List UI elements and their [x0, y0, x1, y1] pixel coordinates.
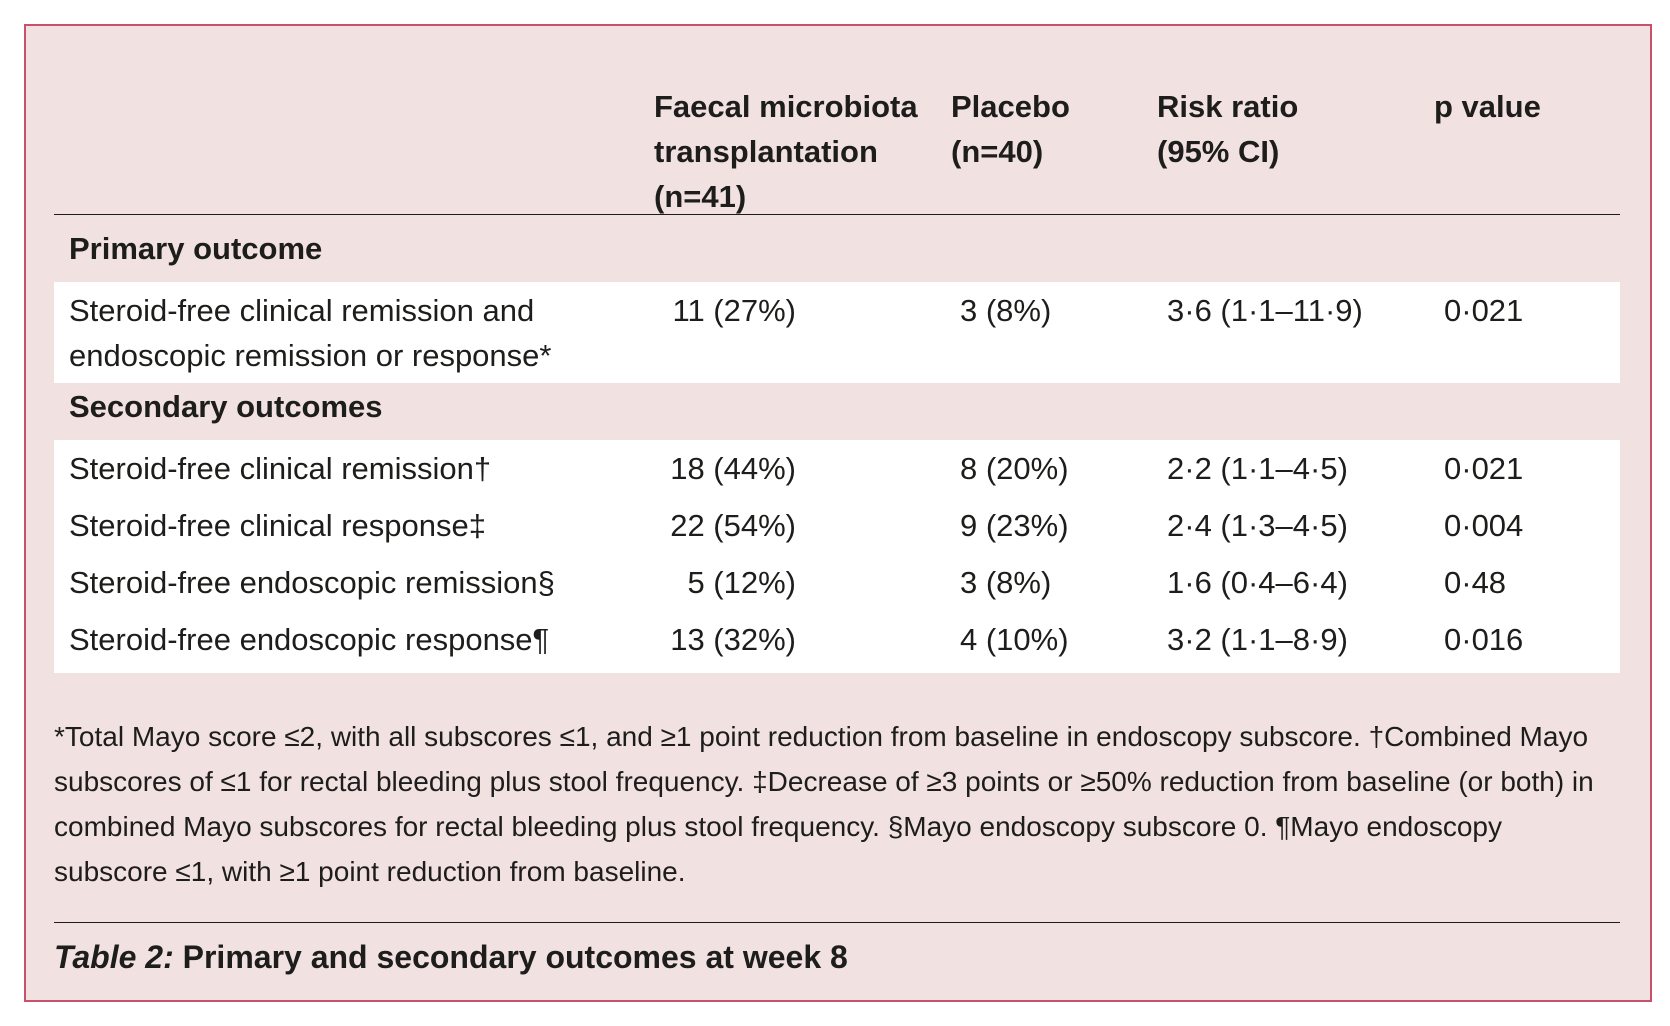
cell-p-value: 0·48 — [1444, 565, 1507, 600]
table-caption: Table 2: Primary and secondary outcomes … — [54, 935, 848, 980]
header-fmt: Faecal microbiota transplantation (n=41) — [654, 89, 918, 214]
cell-p-value: 0·021 — [1444, 451, 1524, 486]
table-caption-area: Table 2: Primary and secondary outcomes … — [54, 922, 1620, 975]
cell-placebo: 3 (8%) — [960, 565, 1052, 600]
cell-fmt: 13 (32%) — [670, 622, 796, 657]
cell-risk-ratio: 3·6 (1·1–11·9) — [1167, 293, 1363, 328]
cell-placebo: 8 (20%) — [960, 451, 1069, 486]
table-header: Faecal microbiota transplantation (n=41)… — [54, 56, 1620, 215]
section-primary: Primary outcome — [69, 231, 323, 266]
cell-risk-ratio: 1·6 (0·4–6·4) — [1167, 565, 1348, 600]
cell-p-value: 0·021 — [1444, 293, 1524, 328]
row-label: Steroid-free clinical response‡ — [69, 508, 486, 543]
table-footnotes: *Total Mayo score ≤2, with all subscores… — [54, 721, 1594, 887]
cell-risk-ratio: 2·4 (1·3–4·5) — [1167, 508, 1348, 543]
cell-fmt: 18 (44%) — [670, 451, 796, 486]
row-label: Steroid-free clinical remission† — [69, 451, 492, 486]
row-label: Steroid-free endoscopic remission§ — [69, 565, 555, 600]
cell-p-value: 0·016 — [1444, 622, 1524, 657]
primary-row-band: Steroid-free clinical remission and endo… — [54, 282, 1620, 383]
caption-text: Primary and secondary outcomes at week 8 — [173, 939, 848, 975]
header-risk-ratio: Risk ratio (95% CI) — [1157, 89, 1299, 169]
row-label: Steroid-free endoscopic response¶ — [69, 622, 550, 657]
caption-label: Table 2: — [54, 939, 174, 975]
table-panel: Faecal microbiota transplantation (n=41)… — [24, 24, 1652, 1002]
secondary-rows-band: Steroid-free clinical remission† 18 (44%… — [54, 440, 1620, 673]
cell-risk-ratio: 3·2 (1·1–8·9) — [1167, 622, 1348, 657]
cell-fmt: 22 (54%) — [670, 508, 796, 543]
cell-p-value: 0·004 — [1444, 508, 1524, 543]
cell-risk-ratio: 2·2 (1·1–4·5) — [1167, 451, 1348, 486]
header-p-value: p value — [1434, 89, 1541, 124]
row-label: Steroid-free clinical remission and endo… — [69, 293, 552, 373]
cell-placebo: 9 (23%) — [960, 508, 1069, 543]
cell-placebo: 4 (10%) — [960, 622, 1069, 657]
cell-fmt: 5 (12%) — [687, 565, 796, 600]
header-placebo: Placebo (n=40) — [951, 89, 1070, 169]
cell-fmt: 11 (27%) — [672, 293, 797, 328]
cell-placebo: 3 (8%) — [960, 293, 1052, 328]
section-secondary: Secondary outcomes — [69, 389, 383, 424]
